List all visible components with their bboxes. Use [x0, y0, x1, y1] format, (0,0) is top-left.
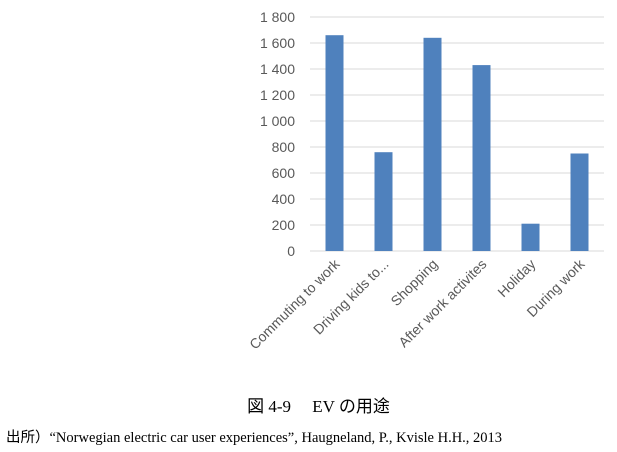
- y-tick-label: 1 600: [260, 35, 295, 51]
- y-tick-label: 1 000: [260, 113, 295, 129]
- y-tick-label: 0: [287, 243, 295, 259]
- y-tick-label: 400: [272, 191, 296, 207]
- y-tick-label: 1 800: [260, 9, 295, 25]
- bar: [570, 153, 589, 251]
- x-category-label: Holiday: [494, 256, 538, 300]
- bar: [423, 37, 442, 251]
- x-category-label: After work activites: [395, 256, 489, 350]
- figure-caption: 図 4-9 EV の用途: [247, 397, 390, 416]
- y-tick-label: 1 400: [260, 61, 295, 77]
- bar: [521, 223, 540, 251]
- bars: [325, 35, 589, 252]
- y-tick-label: 800: [272, 139, 296, 155]
- x-category-label: Commuting to work: [246, 255, 343, 352]
- bar-chart: 0 200 400 600 800 1 000 1 200 1 400 1 600 1 800 C…: [246, 9, 604, 352]
- bar: [374, 152, 393, 251]
- bar: [325, 35, 344, 252]
- y-tick-label: 200: [272, 217, 296, 233]
- y-tick-label: 1 200: [260, 87, 295, 103]
- bar: [472, 65, 491, 251]
- y-tick-label: 600: [272, 165, 296, 181]
- source-citation: 出所）“Norwegian electric car user experien…: [6, 430, 503, 446]
- y-axis-tick-labels: 0 200 400 600 800 1 000 1 200 1 400 1 600 1 800: [260, 9, 295, 259]
- gridlines: [310, 16, 604, 252]
